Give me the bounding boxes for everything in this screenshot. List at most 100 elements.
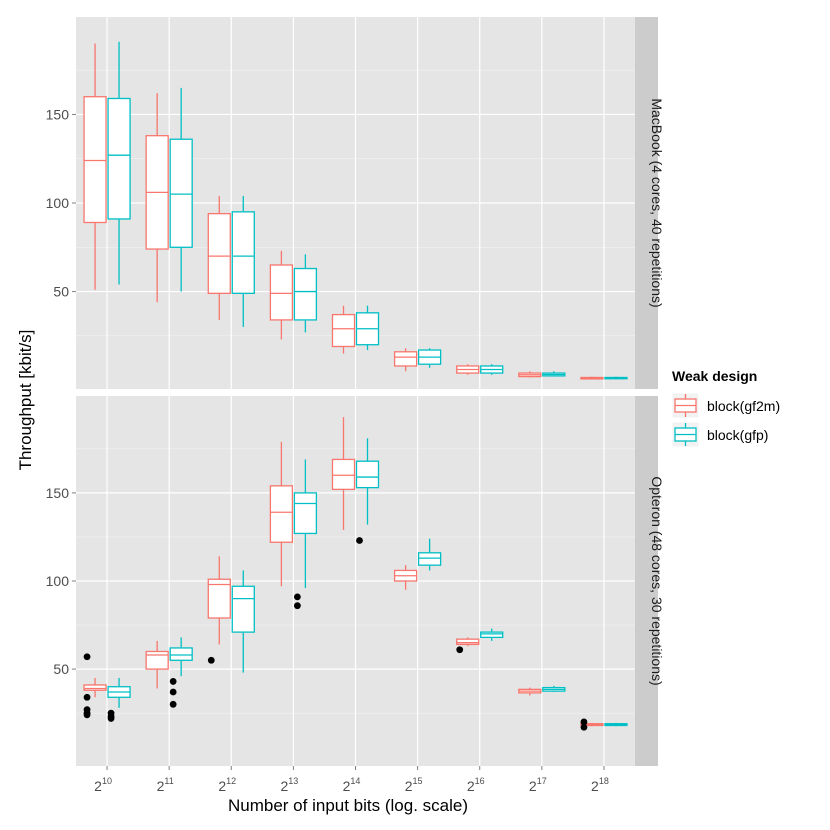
- legend-title: Weak design: [672, 368, 757, 384]
- boxplot-box: [293, 254, 318, 333]
- box-iqr: [83, 684, 107, 691]
- boxplot-box: [518, 687, 542, 696]
- facet-strip: [635, 17, 658, 389]
- boxplot-box: [456, 364, 480, 375]
- boxplot-box: [355, 438, 380, 544]
- box-outlier-point: [293, 593, 301, 601]
- legend-entries: block(gf2m) block(gfp): [671, 392, 780, 448]
- box-outlier-point: [169, 688, 177, 696]
- box-outlier-point: [456, 646, 464, 654]
- box-iqr: [417, 552, 442, 566]
- x-axis-title: Number of input bits (log. scale): [228, 796, 468, 815]
- box-iqr: [331, 458, 356, 491]
- legend-label: block(gf2m): [707, 398, 780, 414]
- box-iqr: [145, 650, 169, 670]
- legend-entry: block(gf2m): [671, 392, 780, 419]
- box-outlier-point: [83, 653, 91, 661]
- box-outlier-point: [356, 537, 363, 544]
- facet-strip-label: MacBook (4 cores, 40 repetitions): [649, 98, 665, 307]
- boxplot-box: [604, 376, 628, 380]
- box-iqr: [393, 351, 418, 367]
- y-tick-label: 100: [46, 573, 70, 589]
- box-outlier-point: [169, 678, 177, 685]
- box-iqr: [355, 460, 380, 489]
- box-iqr: [207, 578, 231, 619]
- x-tick-label: 218: [591, 776, 609, 794]
- box-iqr: [456, 638, 480, 646]
- boxplot-box: [331, 305, 356, 354]
- y-tick-label: 150: [46, 485, 70, 501]
- x-tick-label: 210: [94, 776, 112, 794]
- legend-label: block(gfp): [707, 427, 768, 443]
- box-iqr: [231, 585, 255, 633]
- box-iqr: [169, 138, 193, 248]
- legend-entry: block(gfp): [671, 421, 768, 448]
- boxplot-box: [480, 628, 504, 641]
- box-iqr: [269, 485, 294, 543]
- x-tick-label: 215: [405, 776, 423, 794]
- boxplot-box: [169, 637, 193, 708]
- y-tick-label: 50: [53, 284, 69, 300]
- boxplot-box: [83, 653, 107, 719]
- x-tick-label: 217: [529, 776, 547, 794]
- boxplot-box: [207, 195, 231, 320]
- boxplot-box: [145, 640, 169, 689]
- x-tick-label: 213: [280, 776, 298, 794]
- boxplot-box: [207, 556, 231, 664]
- boxplot-box: [542, 685, 566, 692]
- facet-strip-label: Opteron (48 cores, 30 repetitions): [649, 476, 665, 685]
- boxplot-box: [580, 718, 604, 731]
- boxplot-box: [331, 417, 356, 530]
- box-iqr: [107, 97, 131, 220]
- boxplot-box: [231, 195, 255, 327]
- y-tick-label: 50: [53, 661, 69, 677]
- boxplot-box: [269, 250, 294, 340]
- box-iqr: [207, 212, 231, 294]
- y-axis-title: Throughput [kbit/s]: [16, 330, 35, 471]
- boxplot-box: [518, 371, 542, 378]
- boxplot-box: [293, 459, 318, 610]
- box-iqr: [293, 267, 318, 321]
- legend: Weak design block(gf2m) block(gfp): [671, 368, 780, 448]
- boxplot-box: [169, 87, 193, 292]
- x-tick-label: 211: [157, 776, 174, 794]
- boxplot-box: [355, 305, 380, 351]
- box-outlier-point: [293, 602, 301, 610]
- box-iqr: [269, 264, 294, 321]
- box-iqr: [83, 96, 107, 224]
- y-tick-label: 100: [46, 195, 70, 211]
- boxplot-box: [542, 371, 566, 377]
- boxplot-box: [417, 348, 442, 368]
- box-iqr: [169, 647, 193, 661]
- y-tick-label: 150: [46, 106, 70, 122]
- box-outlier-point: [107, 715, 115, 722]
- x-tick-label: 214: [343, 776, 361, 794]
- box-outlier-point: [207, 656, 215, 664]
- panels-layer: 50 100 150 MacBook (4 cores, 40 repetitions…: [46, 17, 665, 794]
- box-outlier-point: [169, 700, 177, 708]
- boxplot-box: [393, 565, 418, 590]
- boxplot-box: [417, 538, 442, 571]
- boxplot-box: [107, 41, 131, 285]
- box-iqr: [331, 313, 356, 348]
- x-tick-label: 212: [218, 776, 236, 794]
- boxplot-box: [393, 348, 418, 372]
- boxplot-box: [604, 722, 628, 727]
- facet-strip: [635, 396, 658, 766]
- box-outlier-point: [580, 723, 588, 731]
- box-outlier-point: [83, 693, 91, 701]
- boxplot-box: [83, 43, 107, 290]
- boxplot-box: [231, 570, 255, 673]
- boxplot-box: [580, 376, 604, 380]
- boxplot-box: [269, 441, 294, 587]
- boxplot-box: [145, 93, 169, 303]
- box-iqr: [293, 492, 318, 535]
- box-iqr: [480, 631, 504, 639]
- box-outlier-point: [580, 718, 588, 726]
- box-outlier-point: [83, 711, 91, 719]
- box-iqr: [231, 211, 255, 294]
- boxplot-box: [480, 364, 504, 375]
- boxplot-box: [107, 677, 131, 722]
- boxplot-box: [456, 637, 480, 654]
